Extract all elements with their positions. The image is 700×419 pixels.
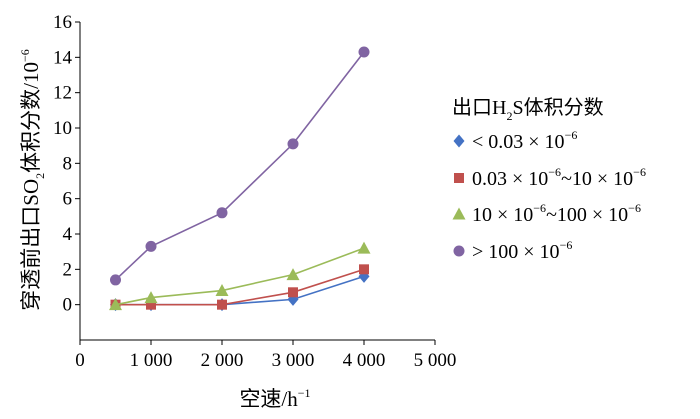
y-tick-label: 14 <box>53 47 73 68</box>
y-tick-labels: 0 2 4 6 8 10 12 14 16 <box>53 12 73 316</box>
y-tick-label: 12 <box>53 83 72 104</box>
x-tick-label: 5 000 <box>414 350 457 371</box>
legend-label: < 0.03 × 10−6 <box>472 128 577 153</box>
data-point <box>286 268 300 281</box>
legend-marker <box>452 207 466 220</box>
data-point <box>109 298 122 311</box>
x-tick-label: 2 000 <box>201 350 244 371</box>
x-tick-label: 4 000 <box>343 350 386 371</box>
y-tick-label: 10 <box>53 118 72 139</box>
legend-title: 出口H2S体积分数 <box>452 96 604 123</box>
y-tick-label: 2 <box>63 259 73 280</box>
y-tick-label: 0 <box>63 295 73 316</box>
data-point <box>110 274 121 286</box>
data-point <box>144 291 158 304</box>
y-tick-label: 8 <box>63 153 73 174</box>
legend-item: < 0.03 × 10−6 <box>453 128 577 153</box>
axes <box>75 21 436 345</box>
data-point <box>146 299 156 310</box>
legend-label: 10 × 10−6~100 × 10−6 <box>472 201 641 226</box>
legend-marker <box>453 245 465 257</box>
legend-label: > 100 × 10−6 <box>472 238 572 263</box>
y-axis-title: 穿透前出口SO2体积分数/10−6 <box>18 49 47 310</box>
data-point <box>145 240 157 252</box>
y-tick-label: 16 <box>53 12 72 33</box>
legend-items: < 0.03 × 10−6 0.03 × 10−6~10 × 10−6 10 × 1… <box>452 128 646 263</box>
data-point <box>217 299 227 310</box>
x-tick-label: 0 <box>75 350 85 371</box>
legend-item: > 100 × 10−6 <box>453 238 572 263</box>
data-point <box>288 287 298 298</box>
legend: 出口H2S体积分数 < 0.03 × 10−6 0.03 × 10−6~10 × … <box>452 96 646 263</box>
x-axis-title: 空速/h−1 <box>239 386 310 411</box>
legend-marker <box>453 134 465 148</box>
x-tick-labels: 0 1 000 2 000 3 000 4 000 5 000 <box>75 350 456 371</box>
legend-marker <box>454 173 464 183</box>
data-point <box>287 138 299 150</box>
series-group <box>109 46 371 312</box>
x-tick-label: 1 000 <box>130 350 173 371</box>
x-tick-label: 3 000 <box>272 350 315 371</box>
data-point <box>358 46 370 58</box>
legend-item: 0.03 × 10−6~10 × 10−6 <box>454 165 646 190</box>
legend-item: 10 × 10−6~100 × 10−6 <box>452 201 641 226</box>
data-point <box>357 241 371 254</box>
legend-label: 0.03 × 10−6~10 × 10−6 <box>472 165 646 190</box>
series-4 <box>110 46 370 286</box>
data-point <box>215 284 229 297</box>
data-point <box>216 207 228 219</box>
series-3 <box>109 241 371 311</box>
y-tick-label: 6 <box>63 189 73 210</box>
data-point <box>359 264 369 275</box>
y-tick-label: 4 <box>63 224 73 245</box>
